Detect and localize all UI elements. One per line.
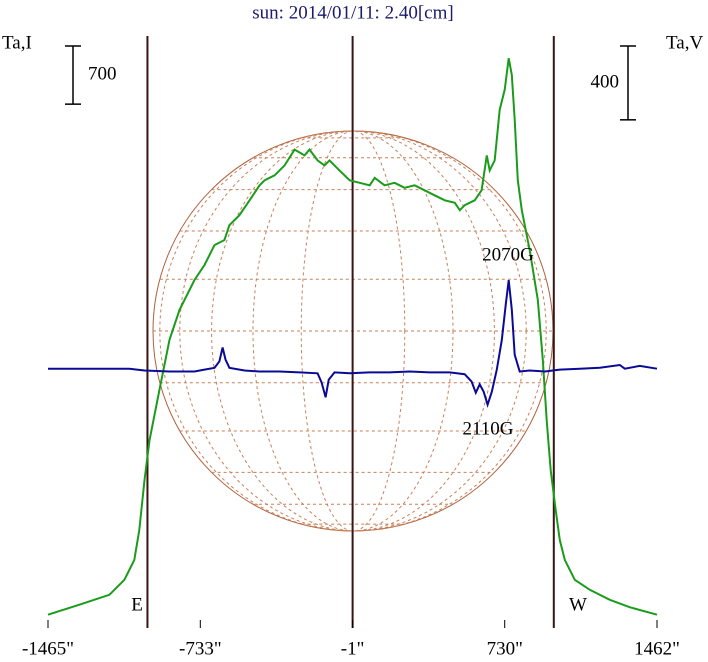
limb-label: W (569, 594, 587, 615)
limb-label: E (131, 594, 143, 615)
scale-bar-label: 700 (88, 63, 117, 84)
chart-title: sun: 2014/01/11: 2.40[cm] (252, 2, 453, 23)
x-tick-label: -1465" (22, 638, 74, 659)
annotation: 2110G (462, 418, 513, 439)
x-tick-label: -733" (179, 638, 222, 659)
series-line (47, 58, 658, 616)
annotation: 2070G (482, 244, 534, 265)
y2-axis-label: Ta,V (666, 32, 703, 53)
disc-meridian (300, 130, 406, 532)
x-tick-label: 730" (487, 638, 523, 659)
x-tick-label: -1" (341, 638, 365, 659)
series-line (48, 279, 658, 409)
disc-meridian (179, 130, 527, 532)
x-tick-label: 1462" (634, 638, 680, 659)
scale-bar-label: 400 (591, 71, 620, 92)
y-axis-label: Ta,I (2, 32, 32, 53)
